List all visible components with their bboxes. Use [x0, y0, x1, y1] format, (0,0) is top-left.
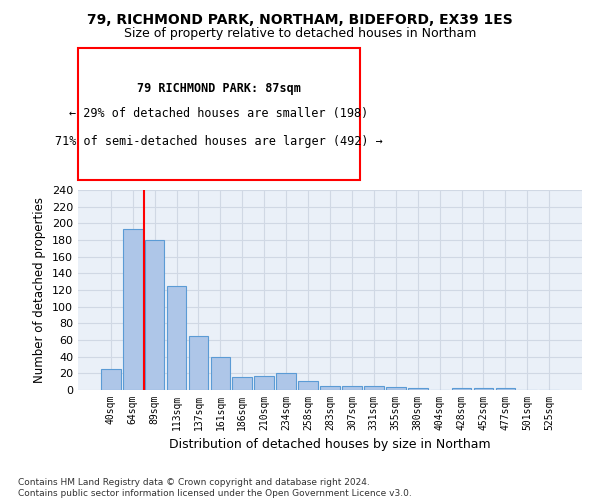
Bar — [386, 386, 406, 390]
Bar — [408, 388, 428, 390]
Bar — [496, 388, 515, 390]
Bar — [276, 374, 296, 390]
Text: Contains HM Land Registry data © Crown copyright and database right 2024.
Contai: Contains HM Land Registry data © Crown c… — [18, 478, 412, 498]
Text: 79, RICHMOND PARK, NORTHAM, BIDEFORD, EX39 1ES: 79, RICHMOND PARK, NORTHAM, BIDEFORD, EX… — [87, 12, 513, 26]
Text: 79 RICHMOND PARK: 87sqm: 79 RICHMOND PARK: 87sqm — [137, 82, 301, 95]
Bar — [145, 240, 164, 390]
Text: 71% of semi-detached houses are larger (492) →: 71% of semi-detached houses are larger (… — [55, 135, 383, 148]
X-axis label: Distribution of detached houses by size in Northam: Distribution of detached houses by size … — [169, 438, 491, 452]
Bar — [254, 376, 274, 390]
Bar — [298, 381, 318, 390]
Text: ← 29% of detached houses are smaller (198): ← 29% of detached houses are smaller (19… — [70, 108, 368, 120]
Bar — [167, 286, 187, 390]
Y-axis label: Number of detached properties: Number of detached properties — [34, 197, 46, 383]
Bar — [101, 369, 121, 390]
Bar — [188, 336, 208, 390]
Bar — [232, 376, 252, 390]
Bar — [211, 356, 230, 390]
Bar — [342, 386, 362, 390]
Bar — [473, 388, 493, 390]
Text: Size of property relative to detached houses in Northam: Size of property relative to detached ho… — [124, 28, 476, 40]
Bar — [364, 386, 384, 390]
Bar — [320, 386, 340, 390]
Bar — [123, 229, 143, 390]
Bar — [452, 388, 472, 390]
